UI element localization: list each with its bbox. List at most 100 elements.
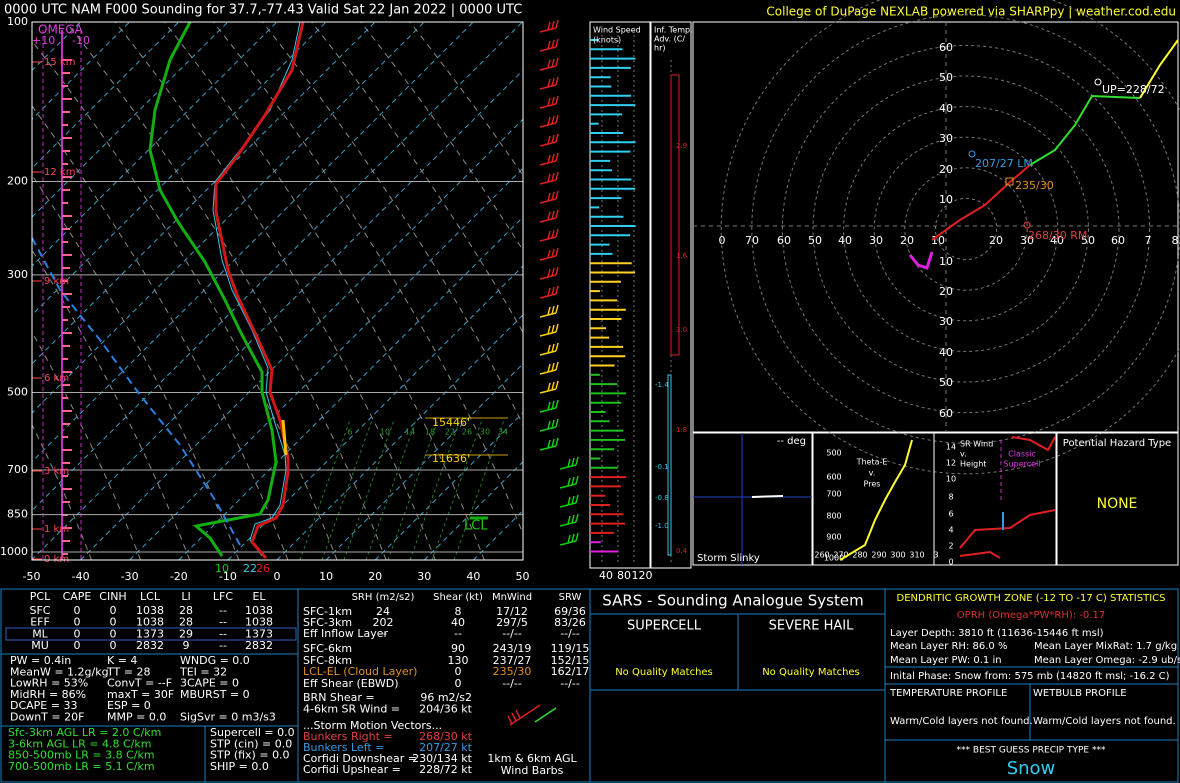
pressure-label: 200 bbox=[7, 175, 28, 188]
label: MeanW = 1.2g/kg bbox=[10, 665, 109, 678]
label: 2832 bbox=[245, 639, 273, 652]
skewt-line bbox=[311, 22, 523, 334]
label: DownT = 20F bbox=[10, 711, 84, 724]
label: 6 bbox=[948, 510, 953, 519]
label: 14 bbox=[946, 443, 956, 452]
hodo-ring bbox=[843, 106, 1089, 352]
label: 20 bbox=[989, 234, 1003, 247]
skewt-line bbox=[32, 22, 425, 414]
panel bbox=[589, 21, 651, 569]
label: Warm/Cold layers not found. bbox=[1033, 716, 1176, 727]
trace bbox=[908, 251, 934, 270]
line bbox=[551, 438, 555, 448]
line bbox=[567, 515, 571, 525]
label: 0 bbox=[74, 639, 81, 652]
label: 20 bbox=[939, 285, 953, 298]
label: 800 bbox=[826, 512, 841, 521]
line bbox=[547, 344, 551, 354]
label: No Quality Matches bbox=[762, 667, 860, 678]
label: Theta-E bbox=[856, 458, 888, 467]
label: 83/26 bbox=[554, 616, 586, 629]
label: Sfc-3km AGL LR = 2.0 C/km bbox=[8, 726, 161, 739]
label: LCL bbox=[464, 519, 488, 534]
label: 3CAPE = 0 bbox=[180, 677, 239, 690]
line bbox=[575, 475, 579, 485]
line bbox=[547, 154, 551, 164]
label: 24 bbox=[376, 605, 390, 618]
label: 1038 bbox=[245, 616, 273, 629]
mean-wind-marker bbox=[1005, 177, 1014, 186]
line bbox=[567, 477, 571, 487]
line bbox=[567, 496, 571, 506]
label: 0 bbox=[110, 639, 117, 652]
label: 700-500mb LR = 5.1 C/km bbox=[8, 760, 155, 773]
skewt-line bbox=[32, 22, 229, 218]
height-label: 15 km bbox=[44, 57, 75, 68]
line bbox=[551, 286, 555, 296]
line bbox=[551, 39, 555, 49]
temperature-label: 50 bbox=[516, 570, 530, 583]
line bbox=[567, 458, 571, 468]
height-label: 6 km bbox=[44, 373, 69, 384]
label: --/-- bbox=[502, 677, 522, 690]
label: 60 bbox=[777, 234, 791, 247]
trace bbox=[509, 704, 541, 726]
label: ML bbox=[32, 627, 48, 640]
label: 34 bbox=[498, 428, 508, 437]
label: 30 bbox=[1020, 234, 1034, 247]
label: 228/72 kt bbox=[419, 763, 473, 776]
label: 3.0 bbox=[676, 326, 687, 334]
label: 1km & 6km AGL bbox=[487, 752, 577, 765]
line bbox=[575, 494, 579, 504]
label: NONE bbox=[1097, 496, 1138, 512]
hodo-ring bbox=[934, 197, 998, 261]
label: 4-6km SR Wind = bbox=[303, 703, 400, 716]
label: 28 bbox=[179, 616, 193, 629]
panel bbox=[933, 432, 1057, 566]
skewt-line bbox=[409, 22, 523, 177]
label: SFC-3km bbox=[303, 616, 352, 629]
skewt-line bbox=[360, 22, 523, 252]
label: 18 bbox=[425, 428, 435, 437]
label: WNDG = 0.0 bbox=[180, 654, 250, 667]
label: 60 bbox=[939, 407, 953, 420]
label: 0 bbox=[110, 616, 117, 629]
trace bbox=[959, 550, 1001, 559]
line bbox=[547, 401, 551, 411]
line bbox=[575, 532, 579, 542]
skewt-line bbox=[32, 69, 523, 560]
hodo-ring bbox=[904, 167, 1028, 291]
label: CINH bbox=[99, 590, 126, 603]
line bbox=[555, 133, 559, 143]
line bbox=[575, 456, 579, 466]
label: 202 bbox=[373, 616, 394, 629]
pressure-label: 700 bbox=[7, 463, 28, 476]
label: OPRH (Omega*PW*RH): -0.17 bbox=[957, 610, 1105, 621]
line bbox=[555, 342, 559, 352]
label: 280 bbox=[852, 551, 867, 560]
line bbox=[551, 324, 555, 334]
label: 40 bbox=[838, 234, 852, 247]
label: Corfidi Upshear = bbox=[303, 763, 401, 776]
label: LCL bbox=[140, 590, 161, 603]
label: 500 bbox=[826, 449, 841, 458]
label: Height bbox=[960, 460, 986, 469]
label: -- bbox=[219, 639, 227, 652]
label: 0 bbox=[455, 677, 462, 690]
line bbox=[551, 381, 555, 391]
line bbox=[547, 116, 551, 126]
label: 69/36 bbox=[554, 605, 586, 618]
pressure-label: 500 bbox=[7, 385, 28, 398]
label: Pres bbox=[864, 480, 881, 489]
skewt-line bbox=[227, 265, 523, 560]
label: 230/134 kt bbox=[412, 752, 473, 765]
label: Bunkers Right = bbox=[303, 730, 393, 743]
skewt-line bbox=[262, 22, 523, 427]
line bbox=[551, 134, 555, 144]
label: EFF bbox=[30, 616, 50, 629]
label: 207/27 LM bbox=[975, 157, 1033, 170]
label: 0.4 bbox=[676, 547, 688, 555]
label: 260 bbox=[814, 551, 829, 560]
line bbox=[555, 247, 559, 257]
skewt-line bbox=[276, 314, 523, 560]
